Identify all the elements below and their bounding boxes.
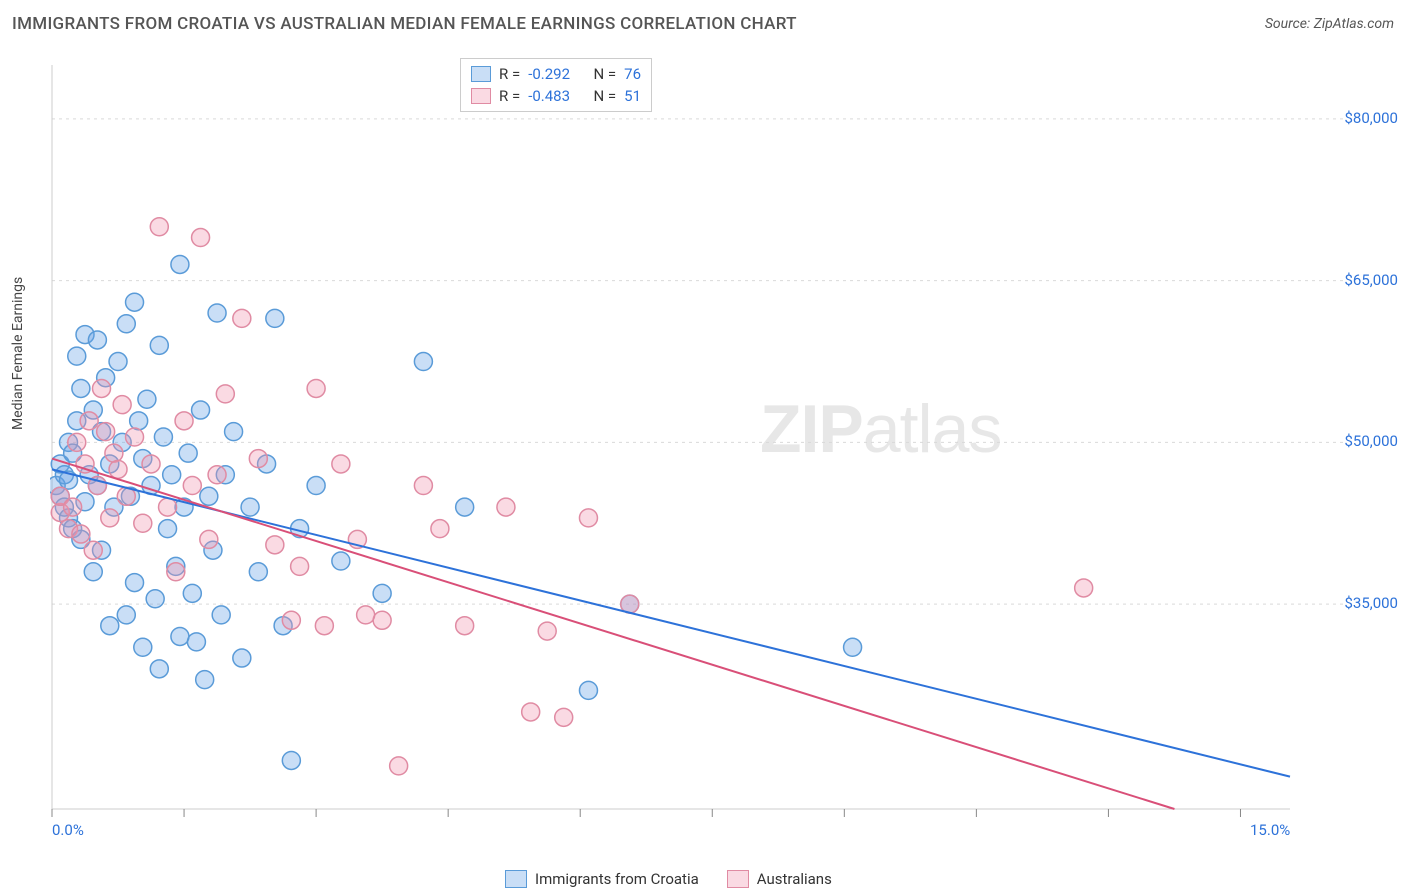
swatch-croatia <box>471 66 491 82</box>
y-tick-label: $80,000 <box>1344 109 1398 127</box>
legend-item-australians: Australians <box>727 870 832 888</box>
series-legend: Immigrants from Croatia Australians <box>505 870 832 888</box>
swatch-australians <box>471 88 491 104</box>
chart-header: IMMIGRANTS FROM CROATIA VS AUSTRALIAN ME… <box>0 0 1406 48</box>
y-tick-label: $35,000 <box>1344 594 1398 612</box>
scatter-plot-svg <box>50 55 1350 845</box>
swatch-australians-bottom <box>727 870 749 888</box>
chart-source: Source: ZipAtlas.com <box>1265 16 1394 32</box>
x-tick-label: 15.0% <box>1250 821 1290 839</box>
x-tick-label: 0.0% <box>52 821 84 839</box>
chart-title: IMMIGRANTS FROM CROATIA VS AUSTRALIAN ME… <box>12 14 797 34</box>
legend-row-croatia: R = -0.292 N = 76 <box>471 63 641 85</box>
legend-row-australians: R = -0.483 N = 51 <box>471 85 641 107</box>
y-tick-label: $50,000 <box>1344 432 1398 450</box>
swatch-croatia-bottom <box>505 870 527 888</box>
chart-plot-area <box>50 55 1350 845</box>
correlation-legend: R = -0.292 N = 76 R = -0.483 N = 51 <box>460 58 652 112</box>
y-tick-label: $65,000 <box>1344 271 1398 289</box>
legend-item-croatia: Immigrants from Croatia <box>505 870 699 888</box>
y-axis-title: Median Female Earnings <box>10 277 26 430</box>
